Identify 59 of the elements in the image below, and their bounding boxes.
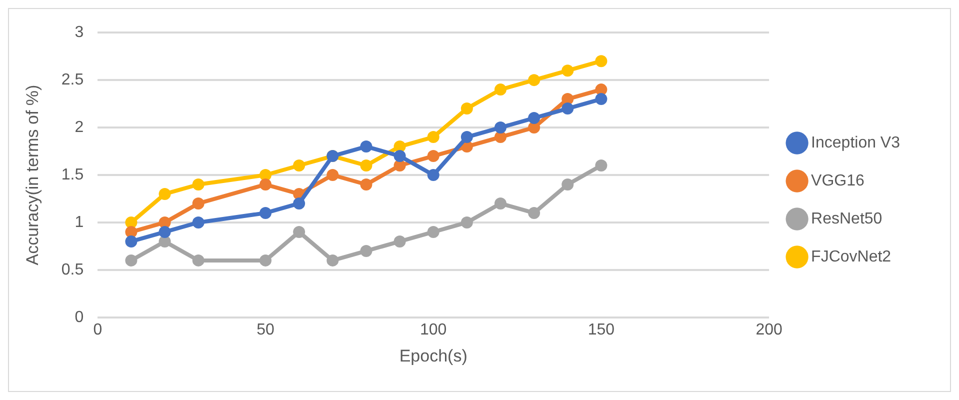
point [125, 235, 138, 248]
point [293, 160, 306, 172]
legend-label: VGG16 [811, 172, 865, 190]
point [360, 244, 372, 257]
point [259, 206, 272, 219]
point [595, 55, 608, 68]
y-tick-label: 2.5 [61, 71, 84, 88]
point [427, 131, 440, 144]
y-tick-label: 2 [74, 118, 84, 136]
point [326, 169, 339, 181]
point [528, 112, 540, 124]
x-axis-title: Epoch(s) [399, 346, 468, 366]
point [494, 122, 506, 134]
point [360, 160, 372, 172]
point [427, 169, 440, 181]
point [192, 216, 204, 228]
point [158, 226, 171, 238]
point [427, 226, 440, 238]
y-tick-label: 1.5 [61, 166, 84, 184]
y-axis-title: Accuracy(in terms of %) [22, 84, 42, 266]
point [494, 84, 506, 96]
x-tick-label: 50 [256, 321, 274, 338]
point [192, 197, 204, 210]
point [494, 197, 506, 210]
point [259, 254, 272, 266]
point [394, 150, 406, 162]
point [562, 178, 574, 190]
point [460, 102, 473, 115]
point [360, 178, 372, 190]
point [192, 178, 204, 190]
x-tick-label: 150 [588, 321, 615, 338]
point [192, 254, 204, 266]
point [259, 178, 272, 190]
point [595, 93, 608, 106]
point [528, 206, 540, 219]
point [460, 216, 473, 228]
y-tick-label: 3 [74, 24, 84, 42]
point [394, 235, 406, 248]
point [293, 197, 306, 210]
point [562, 64, 574, 77]
y-tick-label: 0.5 [61, 261, 84, 278]
legend-label: FJCovNet2 [811, 248, 892, 266]
y-tick-label: 0 [74, 308, 84, 326]
point [460, 131, 473, 144]
point [595, 160, 608, 172]
point [293, 226, 306, 238]
point [562, 102, 574, 115]
point [360, 140, 372, 153]
x-tick-label: 200 [756, 321, 782, 338]
legend-label: ResNet50 [811, 210, 882, 228]
point [158, 188, 171, 200]
x-tick-label: 100 [420, 321, 447, 338]
point [326, 254, 339, 266]
y-tick-label: 1 [74, 214, 84, 231]
legend-label: Inception V3 [811, 134, 900, 152]
point [528, 74, 540, 86]
point [125, 254, 138, 266]
x-tick-label: 0 [93, 321, 102, 338]
point [427, 150, 440, 162]
